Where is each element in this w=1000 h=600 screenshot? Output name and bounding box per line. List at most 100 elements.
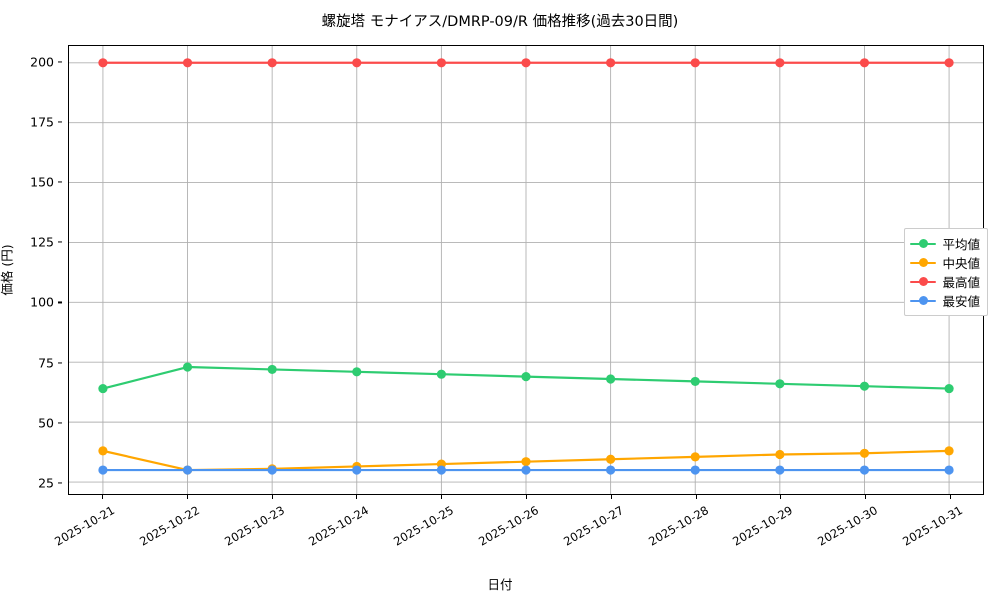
y-tick-mark <box>58 121 62 123</box>
data-point <box>267 58 277 68</box>
data-point <box>606 465 616 475</box>
data-point <box>606 454 616 464</box>
data-point <box>859 448 870 458</box>
data-point <box>436 58 446 68</box>
data-point <box>521 457 531 467</box>
data-point <box>775 465 785 475</box>
legend-item-4: 最安値 <box>910 291 980 310</box>
data-point <box>98 384 108 394</box>
data-point <box>859 58 870 68</box>
y-axis-ticks: 25 50 75 100 125 150 175 200 <box>0 45 62 495</box>
data-point <box>267 364 277 375</box>
chart-legend: 平均値中央値最高値最安値 <box>904 228 988 316</box>
y-tick-label: 25 <box>38 475 54 491</box>
x-tick-label: 2025-10-21 <box>52 503 117 549</box>
legend-marker-icon <box>910 275 937 289</box>
y-tick-mark <box>58 181 62 183</box>
x-tick-mark <box>356 495 358 499</box>
legend-label: 最安値 <box>942 294 980 309</box>
data-point <box>436 465 446 475</box>
x-tick-mark <box>695 495 697 499</box>
grid-lines <box>69 46 983 494</box>
y-axis-label: 価格 (円) <box>0 244 15 296</box>
x-tick-label: 2025-10-23 <box>221 503 287 549</box>
legend-item-1: 平均値 <box>910 234 980 253</box>
x-tick-mark <box>271 495 273 499</box>
y-tick-mark <box>58 241 62 243</box>
x-tick-label: 2025-10-28 <box>645 503 711 549</box>
y-tick-label: 200 <box>30 54 54 70</box>
data-point <box>182 465 193 475</box>
legend-marker-icon <box>910 294 937 308</box>
series-lines <box>98 58 954 475</box>
legend-label: 最高値 <box>942 275 980 290</box>
data-point <box>690 465 700 475</box>
data-point <box>690 376 700 386</box>
data-point <box>775 379 785 389</box>
data-point <box>98 465 108 475</box>
legend-label: 中央値 <box>942 256 980 271</box>
y-tick-label: 100 <box>30 294 54 310</box>
data-point <box>436 369 446 379</box>
x-tick-label: 2025-10-29 <box>730 503 796 549</box>
data-point <box>690 452 700 462</box>
x-tick-mark <box>526 495 528 499</box>
data-point <box>944 384 954 394</box>
data-point <box>521 372 531 382</box>
data-point <box>775 449 785 460</box>
data-point <box>352 58 362 68</box>
data-point <box>182 58 193 68</box>
x-tick-label: 2025-10-26 <box>476 503 541 549</box>
chart-title: 螺旋塔 モナイアス/DMRP-09/R 価格推移(過去30日間) <box>321 14 679 30</box>
y-tick-label: 125 <box>30 234 54 250</box>
x-tick-label: 2025-10-22 <box>136 503 202 549</box>
data-point <box>690 58 700 68</box>
data-point <box>267 465 277 475</box>
x-tick-mark <box>780 495 782 499</box>
x-axis-ticks: 2025-10-21 2025-10-22 2025-10-23 2025-10-24… <box>52 495 984 565</box>
data-point <box>944 58 954 68</box>
legend-label: 平均値 <box>942 237 980 252</box>
y-tick-label: 50 <box>38 415 54 431</box>
data-point <box>859 381 870 391</box>
x-tick-mark <box>102 495 104 499</box>
legend-item-3: 最高値 <box>910 272 980 291</box>
data-point <box>606 374 616 384</box>
y-tick-label: 150 <box>30 174 54 190</box>
y-tick-mark <box>58 362 62 364</box>
legend-item-2: 中央値 <box>910 253 980 272</box>
data-point <box>944 446 954 456</box>
plot-area <box>68 45 984 495</box>
x-tick-label: 2025-10-27 <box>560 503 626 549</box>
data-point <box>352 367 362 377</box>
x-tick-label: 2025-10-25 <box>391 503 457 549</box>
data-point <box>98 58 108 68</box>
data-point <box>859 465 870 475</box>
x-tick-mark <box>441 495 443 499</box>
x-axis-label: 日付 <box>487 577 513 592</box>
data-point <box>606 58 616 68</box>
data-point <box>98 446 108 456</box>
data-point <box>352 465 362 475</box>
data-point <box>521 465 531 475</box>
data-point <box>521 58 531 68</box>
x-tick-mark <box>186 495 188 499</box>
y-tick-mark <box>58 301 62 304</box>
legend-marker-icon <box>910 256 937 270</box>
y-tick-label: 75 <box>38 355 54 371</box>
y-tick-mark <box>58 482 62 484</box>
data-point <box>944 465 954 475</box>
x-tick-mark <box>610 495 612 499</box>
legend-marker-icon <box>910 237 937 251</box>
x-tick-mark <box>950 495 952 499</box>
x-tick-label: 2025-10-31 <box>900 503 965 549</box>
y-tick-mark <box>58 422 62 424</box>
data-point <box>182 362 193 372</box>
x-tick-mark <box>865 495 867 499</box>
y-tick-mark <box>58 61 62 63</box>
x-tick-label: 2025-10-24 <box>306 503 372 549</box>
x-tick-label: 2025-10-30 <box>815 503 881 549</box>
data-point <box>775 58 785 68</box>
y-tick-label: 175 <box>30 114 54 130</box>
